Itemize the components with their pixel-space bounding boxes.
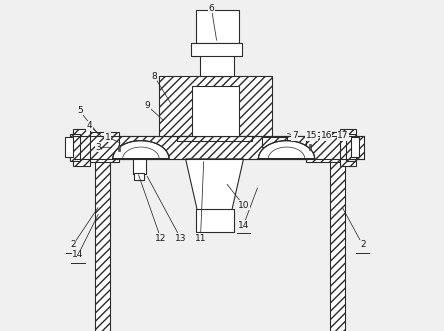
Text: 15: 15 [305, 131, 317, 140]
Text: 3: 3 [95, 143, 101, 152]
Text: 14: 14 [72, 250, 84, 260]
Bar [351, 137, 359, 157]
Polygon shape [113, 141, 169, 159]
Bar [309, 144, 311, 150]
Bar [118, 145, 120, 151]
Bar [159, 76, 272, 136]
Bar [65, 137, 73, 157]
Bar [329, 159, 345, 331]
Bar [134, 173, 144, 180]
Text: 12: 12 [155, 234, 166, 243]
Bar [195, 10, 238, 43]
Bar [262, 137, 286, 147]
Text: 5: 5 [77, 106, 83, 116]
Text: 13: 13 [175, 234, 186, 243]
Text: 4: 4 [87, 121, 92, 130]
Bar [177, 136, 252, 141]
Bar [190, 43, 242, 56]
Bar [95, 159, 111, 331]
Text: 17: 17 [337, 131, 349, 140]
Bar [70, 134, 79, 161]
Bar [201, 43, 234, 76]
Bar [73, 132, 119, 162]
Bar [306, 132, 353, 162]
Bar [195, 209, 234, 232]
Polygon shape [258, 141, 315, 159]
Bar [73, 136, 365, 159]
Text: 10: 10 [238, 201, 249, 210]
Bar [192, 86, 238, 136]
Text: 2: 2 [70, 240, 76, 250]
Text: 11: 11 [195, 234, 206, 243]
Text: 7: 7 [292, 131, 297, 140]
Polygon shape [186, 159, 243, 232]
Text: 8: 8 [151, 71, 157, 81]
Bar [133, 159, 146, 174]
Text: 6: 6 [209, 4, 214, 13]
Text: 9: 9 [145, 101, 151, 111]
Text: 2: 2 [360, 240, 365, 250]
Bar [340, 129, 356, 166]
Text: 1: 1 [105, 133, 111, 142]
Text: 14: 14 [238, 220, 249, 230]
Bar [346, 134, 356, 161]
Text: 16: 16 [321, 131, 332, 140]
Bar [73, 129, 90, 166]
